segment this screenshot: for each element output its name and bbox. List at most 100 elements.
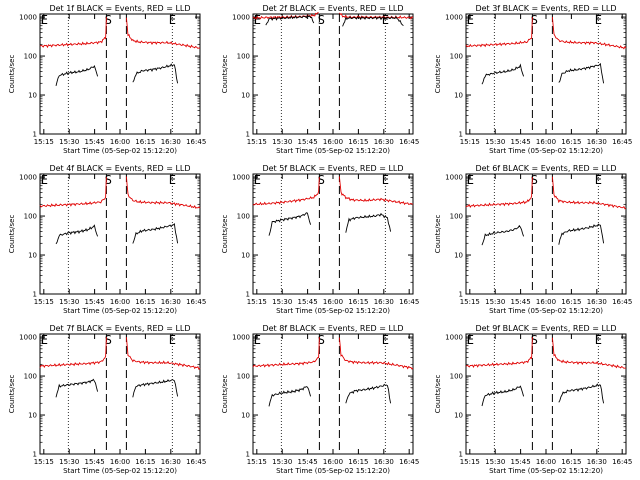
marker-label-e: E [169, 13, 176, 27]
marker-label-e: E [595, 173, 602, 187]
series-line-lld [125, 17, 201, 49]
y-axis-label: Counts/sec [221, 375, 229, 414]
y-tick-label: 10 [241, 252, 250, 260]
series-line-events [558, 223, 605, 245]
y-tick-label: 100 [450, 53, 463, 61]
y-tick-label: 100 [237, 373, 250, 381]
x-tick-label: 15:45 [511, 298, 531, 306]
series-line-events [265, 14, 315, 26]
x-tick-label: 16:00 [323, 458, 343, 466]
x-tick-label: 16:30 [587, 458, 607, 466]
y-tick-label: 1000 [232, 14, 250, 22]
series-line-events [132, 63, 179, 84]
x-axis-label: Start Time (05-Sep-02 15:12:20) [489, 147, 603, 155]
x-tick-label: 15:45 [85, 458, 105, 466]
series-line-events [345, 383, 392, 404]
series-line-events [132, 379, 179, 398]
y-tick-label: 10 [28, 252, 37, 260]
series-line-lld [551, 16, 627, 50]
marker-label-e: E [467, 173, 474, 187]
panel-7: Det 7f BLACK = Events, RED = LLD 1 10 100 10… [8, 324, 206, 475]
y-tick-label: 1 [459, 131, 463, 139]
x-tick-label: 16:00 [110, 138, 130, 146]
series-line-lld [551, 176, 627, 210]
plot-frame [252, 13, 414, 135]
series-line-events [132, 222, 179, 244]
y-tick-label: 100 [237, 53, 250, 61]
series-line-events [345, 212, 392, 233]
marker-label-e: E [254, 333, 261, 347]
y-tick-label: 10 [454, 252, 463, 260]
x-axis-label: Start Time (05-Sep-02 15:12:20) [489, 307, 603, 315]
series-line-lld [252, 177, 320, 206]
y-axis-label: Counts/sec [221, 215, 229, 254]
y-tick-label: 10 [28, 92, 37, 100]
x-axis-label: Start Time (05-Sep-02 15:12:20) [276, 467, 390, 475]
x-tick-label: 15:30 [272, 458, 292, 466]
marker-label-e: E [169, 173, 176, 187]
marker-label-e: E [467, 333, 474, 347]
x-tick-label: 15:15 [34, 138, 54, 146]
x-tick-label: 16:15 [348, 138, 368, 146]
panel-title: Det 1f BLACK = Events, RED = LLD [49, 4, 190, 13]
series-line-lld [125, 337, 201, 371]
plot-frame [39, 333, 201, 455]
x-tick-label: 16:30 [374, 298, 394, 306]
series-line-events [55, 378, 99, 398]
y-tick-label: 10 [454, 92, 463, 100]
y-axis-label: Counts/sec [8, 55, 16, 94]
series-line-events [558, 62, 605, 84]
x-tick-label: 16:45 [399, 298, 419, 306]
x-axis-label: Start Time (05-Sep-02 15:12:20) [63, 467, 177, 475]
x-tick-label: 15:15 [34, 298, 54, 306]
series-line-lld [465, 337, 533, 368]
x-tick-label: 16:00 [536, 138, 556, 146]
panel-title: Det 6f BLACK = Events, RED = LLD [475, 164, 616, 173]
x-tick-label: 16:15 [348, 458, 368, 466]
x-tick-label: 16:15 [135, 138, 155, 146]
marker-label-s: S [531, 13, 538, 27]
y-tick-label: 10 [454, 412, 463, 420]
x-tick-label: 15:45 [85, 298, 105, 306]
x-tick-label: 16:45 [612, 298, 632, 306]
y-tick-label: 10 [28, 412, 37, 420]
x-tick-label: 16:30 [161, 298, 181, 306]
x-tick-label: 16:30 [161, 458, 181, 466]
x-tick-label: 16:00 [323, 298, 343, 306]
series-line-lld [338, 337, 414, 370]
y-tick-label: 1000 [445, 14, 463, 22]
x-tick-label: 16:00 [536, 298, 556, 306]
y-tick-label: 1 [246, 451, 250, 459]
series-line-lld [39, 177, 107, 208]
marker-label-s: S [318, 13, 325, 27]
series-line-events [55, 224, 99, 245]
x-tick-label: 16:45 [612, 458, 632, 466]
y-axis-label: Counts/sec [434, 375, 442, 414]
x-tick-label: 16:00 [536, 458, 556, 466]
series-line-events [481, 385, 525, 407]
x-tick-label: 16:45 [399, 138, 419, 146]
series-line-lld [465, 17, 533, 48]
x-tick-label: 16:30 [587, 298, 607, 306]
series-line-lld [39, 337, 107, 368]
panel-title: Det 4f BLACK = Events, RED = LLD [49, 164, 190, 173]
x-tick-label: 15:45 [298, 458, 318, 466]
x-tick-label: 15:45 [85, 138, 105, 146]
series-line-lld [252, 337, 320, 368]
plot-frame [252, 173, 414, 295]
x-tick-label: 15:30 [59, 458, 79, 466]
series-line-events [481, 224, 525, 246]
x-tick-label: 16:00 [110, 458, 130, 466]
x-tick-label: 15:30 [485, 298, 505, 306]
x-tick-label: 15:30 [485, 138, 505, 146]
panel-6: Det 6f BLACK = Events, RED = LLD 1 10 100 10… [434, 164, 632, 315]
y-tick-label: 1 [246, 131, 250, 139]
marker-label-s: S [105, 333, 112, 347]
y-tick-label: 100 [237, 213, 250, 221]
panel-2: Det 2f BLACK = Events, RED = LLD 1 10 100 10… [221, 4, 419, 155]
x-tick-label: 15:45 [511, 458, 531, 466]
x-tick-label: 16:45 [186, 298, 206, 306]
marker-label-s: S [318, 333, 325, 347]
